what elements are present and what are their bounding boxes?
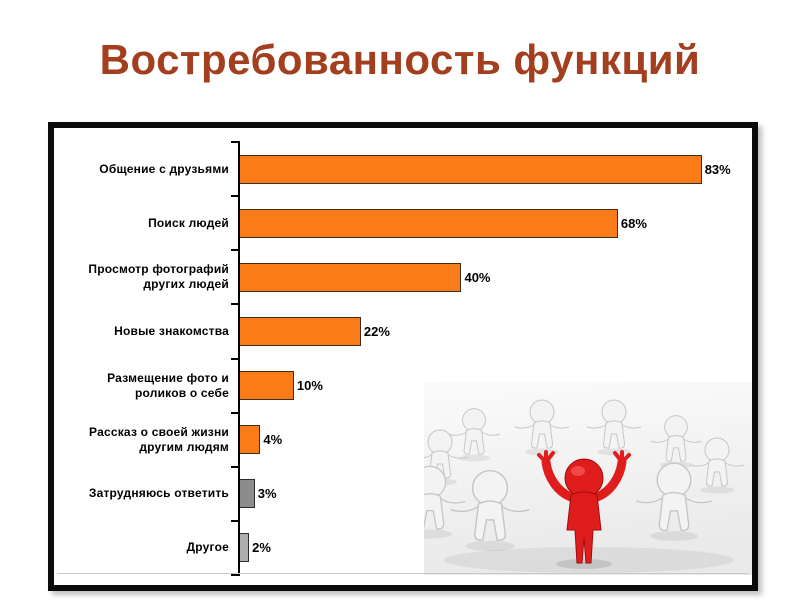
- bar: [238, 262, 462, 292]
- slide-title: Востребованность функций: [99, 36, 701, 83]
- bar-row: Рассказ о своей жизни другим людям 4%: [54, 413, 752, 467]
- axis-tick: [231, 141, 240, 143]
- bar-row: Поиск людей 68%: [54, 196, 752, 250]
- value-label: 22%: [363, 323, 390, 339]
- category-label: Новые знакомства: [114, 323, 229, 338]
- category-label: Просмотр фотографий других людей: [88, 262, 229, 292]
- bar-row: Общение с друзьями 83%: [54, 142, 752, 196]
- bar-row: Новые знакомства 22%: [54, 304, 752, 358]
- category-label: Размещение фото и роликов о себе: [107, 370, 229, 400]
- category-label: Затрудняюсь ответить: [88, 486, 229, 501]
- frame-inner-line: [57, 573, 749, 574]
- value-label: 68%: [620, 215, 647, 231]
- bar: [238, 316, 361, 346]
- category-label: Рассказ о своей жизни другим людям: [89, 424, 229, 454]
- axis-tick: [231, 303, 240, 306]
- bar-row: Другое 2%: [54, 521, 752, 575]
- axis-tick: [231, 195, 240, 198]
- bar-track: 83%: [238, 142, 752, 196]
- axis-tick: [231, 465, 240, 468]
- bar-row: Затрудняюсь ответить 3%: [54, 467, 752, 521]
- bar-track: 3%: [238, 467, 752, 521]
- bar: [238, 154, 702, 184]
- category-label: Другое: [186, 540, 229, 555]
- axis-tick: [231, 411, 240, 414]
- value-label: 83%: [704, 161, 731, 177]
- bar-track: 4%: [238, 413, 752, 467]
- value-label: 10%: [296, 378, 323, 394]
- value-label: 4%: [263, 432, 283, 448]
- people-circle-illustration: [424, 382, 752, 575]
- category-label: Поиск людей: [148, 215, 229, 230]
- red-leader-figure: [537, 450, 631, 569]
- axis-tick: [231, 574, 240, 576]
- chart-frame: Общение с друзьями 83% Поиск людей 68% Просм…: [48, 122, 758, 591]
- axis-tick: [231, 519, 240, 522]
- value-label: 3%: [257, 486, 277, 502]
- axis-tick: [231, 357, 240, 360]
- bar-track: 68%: [238, 196, 752, 250]
- bar-track: 40%: [238, 250, 752, 304]
- bar: [238, 371, 294, 401]
- bar-row: Просмотр фотографий других людей 40%: [54, 250, 752, 304]
- bar: [238, 479, 255, 509]
- axis-tick: [231, 249, 240, 252]
- category-label: Общение с друзьями: [99, 161, 229, 176]
- bar-plot: Общение с друзьями 83% Поиск людей 68% Просм…: [54, 141, 752, 576]
- bar: [238, 425, 261, 455]
- bar-track: 10%: [238, 359, 752, 413]
- value-label: 2%: [252, 540, 271, 556]
- bar-track: 22%: [238, 304, 752, 358]
- bar-row: Размещение фото и роликов о себе 10%: [54, 359, 752, 413]
- bar: [238, 208, 618, 238]
- value-label: 40%: [464, 269, 491, 285]
